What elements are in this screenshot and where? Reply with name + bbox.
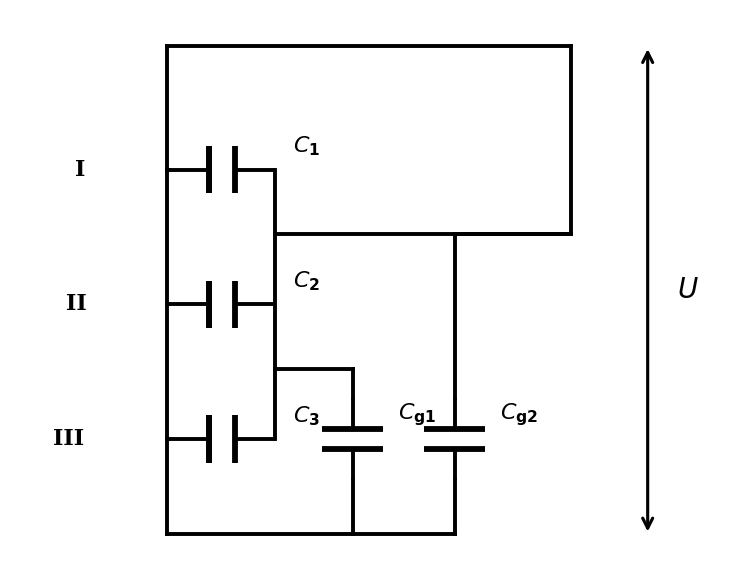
Text: $\mathbf{\it{U}}$: $\mathbf{\it{U}}$ — [677, 277, 698, 304]
Text: I: I — [74, 159, 85, 181]
Text: $\mathbf{\it{C}}_\mathbf{g2}$: $\mathbf{\it{C}}_\mathbf{g2}$ — [500, 401, 538, 428]
Text: $\mathbf{\it{C}}_\mathbf{2}$: $\mathbf{\it{C}}_\mathbf{2}$ — [293, 270, 321, 293]
Text: III: III — [53, 428, 85, 450]
Text: $\mathbf{\it{C}}_\mathbf{g1}$: $\mathbf{\it{C}}_\mathbf{g1}$ — [398, 401, 436, 428]
Text: $\mathbf{\it{C}}_\mathbf{3}$: $\mathbf{\it{C}}_\mathbf{3}$ — [293, 404, 321, 428]
Text: $\mathbf{\it{C}}_\mathbf{1}$: $\mathbf{\it{C}}_\mathbf{1}$ — [293, 135, 321, 159]
Text: II: II — [66, 293, 87, 315]
